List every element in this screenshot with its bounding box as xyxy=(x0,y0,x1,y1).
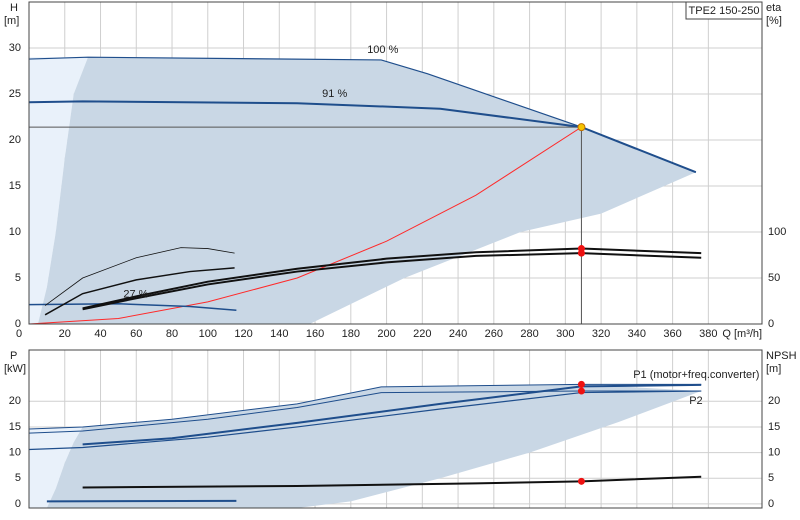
x-tick-label: 360 xyxy=(663,328,681,340)
curve-label: 27 % xyxy=(123,289,148,301)
envelope-area xyxy=(29,426,83,508)
curve xyxy=(82,383,702,446)
curve-label: 91 % xyxy=(322,88,347,100)
envelope-area xyxy=(46,384,702,508)
x-tick-label: 380 xyxy=(699,328,717,340)
x-tick-label: 200 xyxy=(377,328,395,340)
chart-title: TPE2 150-250 xyxy=(689,5,760,17)
curve xyxy=(28,100,697,174)
y2-axis-title: NPSH xyxy=(766,350,797,362)
y2-tick-label: 0 xyxy=(768,318,774,330)
y2-tick-label: 50 xyxy=(768,272,780,284)
y-tick-label: 20 xyxy=(9,395,21,407)
envelope-area xyxy=(37,57,696,324)
curve-label: 100 % xyxy=(367,44,398,56)
curve xyxy=(82,475,702,489)
y-tick-label: 15 xyxy=(9,180,21,192)
y2-tick-label: 10 xyxy=(768,447,780,459)
x-tick-label: 320 xyxy=(592,328,610,340)
y-tick-label: 20 xyxy=(9,134,21,146)
curve xyxy=(28,303,237,311)
y-axis-unit: [kW] xyxy=(4,363,26,375)
x-tick-label: 260 xyxy=(485,328,503,340)
curve xyxy=(82,252,702,311)
y-tick-label: 0 xyxy=(15,318,21,330)
x-tick-label: 220 xyxy=(413,328,431,340)
title-box xyxy=(685,1,763,20)
curve-label: P2 xyxy=(689,395,702,407)
y-tick-label: 30 xyxy=(9,42,21,54)
y2-tick-label: 0 xyxy=(768,498,774,510)
y-tick-label: 0 xyxy=(15,498,21,510)
x-tick-label: 340 xyxy=(628,328,646,340)
operating-point xyxy=(577,249,585,257)
y-tick-label: 25 xyxy=(9,88,21,100)
y-tick-label: 5 xyxy=(15,272,21,284)
curve xyxy=(82,247,702,310)
y-axis-title: H xyxy=(10,2,18,14)
y-axis-unit: [m] xyxy=(4,15,19,27)
y2-tick-label: 5 xyxy=(768,472,774,484)
plot-frame xyxy=(28,349,763,509)
operating-point xyxy=(577,380,585,388)
y2-axis-unit: [%] xyxy=(766,15,782,27)
y-tick-label: 5 xyxy=(15,472,21,484)
x-tick-label: 160 xyxy=(306,328,324,340)
x-tick-label: 20 xyxy=(59,328,71,340)
curve xyxy=(46,499,237,503)
curve xyxy=(44,247,235,306)
envelope-area xyxy=(29,57,88,324)
operating-point xyxy=(577,387,585,395)
y-tick-label: 10 xyxy=(9,447,21,459)
curve xyxy=(44,267,235,316)
y2-axis-title: eta xyxy=(766,2,782,14)
curve xyxy=(28,126,582,325)
x-tick-label: 280 xyxy=(520,328,538,340)
x-tick-label: 100 xyxy=(199,328,217,340)
x-tick-label: 120 xyxy=(234,328,252,340)
y-tick-label: 10 xyxy=(9,226,21,238)
y2-axis-unit: [m] xyxy=(766,363,781,375)
x-tick-label: 80 xyxy=(166,328,178,340)
y2-tick-label: 100 xyxy=(768,226,786,238)
x-tick-label: 0 xyxy=(16,328,22,340)
y2-tick-label: 20 xyxy=(768,395,780,407)
operating-point xyxy=(577,477,585,485)
y2-tick-label: 15 xyxy=(768,421,780,433)
x-tick-label: 40 xyxy=(94,328,106,340)
x-tick-label: 140 xyxy=(270,328,288,340)
x-axis-title: Q [m³/h] xyxy=(722,328,762,340)
y-axis-title: P xyxy=(10,350,17,362)
x-tick-label: 300 xyxy=(556,328,574,340)
y-tick-label: 15 xyxy=(9,421,21,433)
x-tick-label: 240 xyxy=(449,328,467,340)
curve-label: P1 (motor+freq.converter) xyxy=(633,369,759,381)
operating-point xyxy=(577,123,586,132)
x-tick-label: 60 xyxy=(130,328,142,340)
plot-frame xyxy=(28,1,763,325)
x-tick-label: 180 xyxy=(342,328,360,340)
